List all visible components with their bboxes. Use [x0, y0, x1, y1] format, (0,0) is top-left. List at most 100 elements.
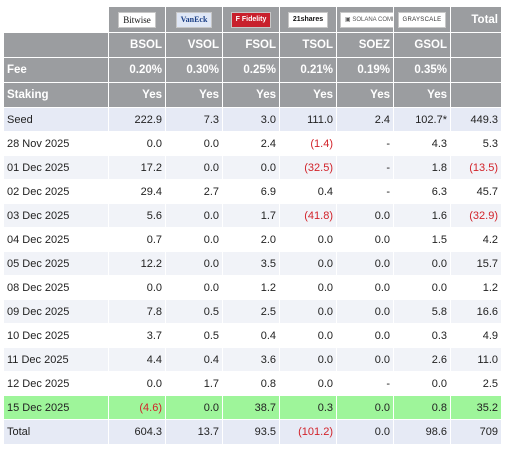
row-value: 0.0	[336, 203, 394, 228]
ticker-row-label	[3, 32, 109, 58]
row-value: 0.3	[393, 323, 451, 348]
corner-cell	[3, 6, 109, 33]
row-value: 1.8	[393, 155, 451, 180]
row-value: 2.4	[222, 131, 280, 156]
seed-row: Seed 222.9 7.3 3.0 111.0 2.4 102.7* 449.3	[3, 107, 502, 132]
row-value: 1.5	[393, 227, 451, 252]
staking-value: Yes	[336, 82, 394, 108]
total-value: 93.5	[222, 419, 280, 445]
row-value: 2.4	[336, 107, 394, 132]
table-row: 12 Dec 2025 0.0 1.7 0.8 0.0-0.0 2.5	[3, 371, 502, 396]
row-date: Seed	[3, 107, 109, 132]
logo-cell-21shares: 21shares	[279, 6, 337, 33]
total-header: Total	[450, 6, 502, 33]
row-value: 0.4	[222, 323, 280, 348]
row-value: 4.3	[393, 131, 451, 156]
row-total-value: 4.9	[450, 323, 502, 348]
table-row: 05 Dec 2025 12.2 0.0 3.5 0.0 0.0 0.0 15.7	[3, 251, 502, 276]
flow-rows: Seed 222.9 7.3 3.0 111.0 2.4 102.7* 449.3 28 Nov…	[3, 107, 502, 420]
row-date: 08 Dec 2025	[3, 275, 109, 300]
row-total-value: (32.9)	[450, 203, 502, 228]
solana-company-logo: ▣ SOLANA COMPANY	[340, 11, 393, 28]
row-value: 0.0	[279, 347, 337, 372]
row-value: 0.0	[108, 371, 166, 396]
row-value: 1.7	[222, 203, 280, 228]
row-value: 0.8	[222, 371, 280, 396]
row-date: 15 Dec 2025	[3, 395, 109, 420]
fee-value: 0.19%	[336, 57, 394, 83]
logo-cell-grayscale: GRAYSCALE	[393, 6, 451, 33]
row-value: 111.0	[279, 107, 337, 132]
row-value: 1.7	[165, 371, 223, 396]
total-row: Total 604.3 13.7 93.5 (101.2) 0.0 98.6 7…	[3, 419, 502, 445]
fee-value: 0.30%	[165, 57, 223, 83]
row-value: 0.0	[165, 155, 223, 180]
logo-cell-bitwise: Bitwise	[108, 6, 166, 33]
staking-value: Yes	[165, 82, 223, 108]
fee-value: 0.25%	[222, 57, 280, 83]
row-value: 0.4	[165, 347, 223, 372]
table-row: 04 Dec 2025 0.7 0.0 2.0 0.0 0.0 1.5 4.2	[3, 227, 502, 252]
etf-flow-table-container: Bitwise VanEck F Fidelity 21shares ▣ SOL…	[3, 6, 502, 445]
staking-value: Yes	[393, 82, 451, 108]
row-value: 0.0	[336, 323, 394, 348]
staking-value: Yes	[279, 82, 337, 108]
bitwise-logo: Bitwise	[118, 11, 156, 28]
row-total-value: 449.3	[450, 107, 502, 132]
row-value: 0.8	[393, 395, 451, 420]
row-value: 0.0	[279, 227, 337, 252]
staking-total	[450, 82, 502, 108]
row-value: 0.0	[393, 371, 451, 396]
table-row: 15 Dec 2025 (4.6) 0.0 38.7 0.3 0.0 0.8 35.2	[3, 395, 502, 420]
staking-row: Staking Yes Yes Yes Yes Yes Yes	[3, 82, 502, 108]
row-value: 0.0	[108, 131, 166, 156]
row-date: 03 Dec 2025	[3, 203, 109, 228]
row-value: 38.7	[222, 395, 280, 420]
row-value: (4.6)	[108, 395, 166, 420]
table-row: 28 Nov 2025 0.0 0.0 2.4 (1.4) -4.3 5.3	[3, 131, 502, 156]
row-date: 05 Dec 2025	[3, 251, 109, 276]
row-total-value: 16.6	[450, 299, 502, 324]
row-value: -	[336, 179, 394, 204]
row-value: 5.8	[393, 299, 451, 324]
total-value: 13.7	[165, 419, 223, 445]
row-value: 5.6	[108, 203, 166, 228]
row-total-value: 35.2	[450, 395, 502, 420]
row-value: 0.7	[108, 227, 166, 252]
logo-cell-solana-company: ▣ SOLANA COMPANY	[336, 6, 394, 33]
vaneck-logo: VanEck	[175, 11, 213, 28]
row-value: 3.5	[222, 251, 280, 276]
logo-cell-vaneck: VanEck	[165, 6, 223, 33]
row-value: 0.0	[336, 395, 394, 420]
table-row: 10 Dec 2025 3.7 0.5 0.4 0.0 0.0 0.3 4.9	[3, 323, 502, 348]
total-value: 0.0	[336, 419, 394, 445]
ticker-soez: SOEZ	[336, 32, 394, 58]
row-value: 2.6	[393, 347, 451, 372]
row-date: 11 Dec 2025	[3, 347, 109, 372]
row-value: 102.7*	[393, 107, 451, 132]
row-value: 0.5	[165, 299, 223, 324]
row-total-value: 11.0	[450, 347, 502, 372]
row-value: 2.5	[222, 299, 280, 324]
row-value: 0.0	[222, 155, 280, 180]
total-label: Total	[3, 419, 109, 445]
fidelity-logo: F Fidelity	[230, 11, 272, 28]
row-value: 0.0	[336, 299, 394, 324]
row-value: 0.0	[279, 371, 337, 396]
row-total-value: (13.5)	[450, 155, 502, 180]
table-row: 09 Dec 2025 7.8 0.5 2.5 0.0 0.0 5.8 16.6	[3, 299, 502, 324]
row-date: 04 Dec 2025	[3, 227, 109, 252]
staking-value: Yes	[108, 82, 166, 108]
row-total-value: 5.3	[450, 131, 502, 156]
ticker-fsol: FSOL	[222, 32, 280, 58]
row-value: 0.0	[165, 251, 223, 276]
ticker-total	[450, 32, 502, 58]
ticker-gsol: GSOL	[393, 32, 451, 58]
row-date: 01 Dec 2025	[3, 155, 109, 180]
row-value: 6.9	[222, 179, 280, 204]
row-total-value: 1.2	[450, 275, 502, 300]
row-total-value: 15.7	[450, 251, 502, 276]
row-value: 0.0	[279, 323, 337, 348]
ticker-row: BSOL VSOL FSOL TSOL SOEZ GSOL	[3, 32, 502, 58]
ticker-vsol: VSOL	[165, 32, 223, 58]
